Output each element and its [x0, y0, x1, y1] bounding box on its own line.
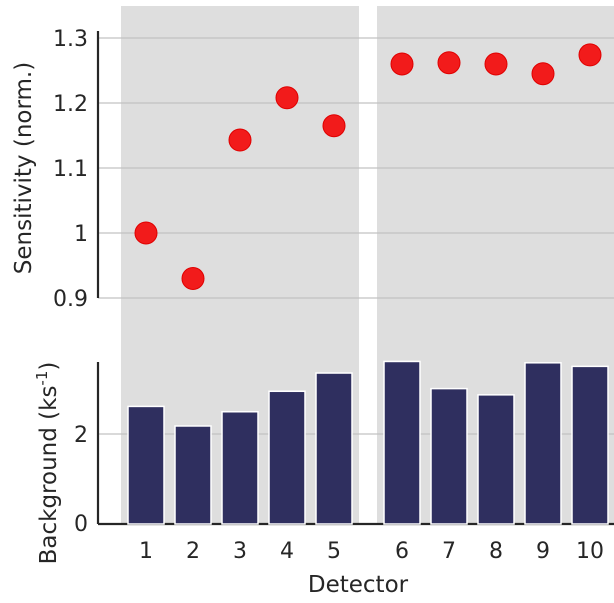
- background-axis-label-superscript: -1: [33, 371, 51, 386]
- x-tick-label-6: 6: [395, 539, 409, 564]
- sensitivity-point-4: [275, 86, 299, 110]
- sensitivity-point-10: [578, 43, 602, 67]
- x-tick-label-5: 5: [327, 539, 341, 564]
- tick-labels: 0.9 1 1.1 1.2 1.3 0 2 1 2 3 4 5 6 7 8 9 10: [53, 27, 604, 564]
- x-tick-label-2: 2: [186, 539, 200, 564]
- sensitivity-point-8: [484, 52, 508, 76]
- sensitivity-axis-label: Sensitivity (norm.): [11, 62, 37, 274]
- background-axis-label-main: Background (ks: [36, 386, 62, 565]
- sensitivity-point-2: [181, 267, 205, 290]
- sensitivity-point-6: [390, 52, 414, 76]
- sensitivity-y-tick-label: 0.9: [53, 287, 88, 312]
- background-bar-4: [268, 390, 306, 525]
- background-y-tick-label: 2: [74, 423, 88, 448]
- background-bar-5: [315, 372, 353, 525]
- background-bar-6: [383, 360, 421, 525]
- sensitivity-point-9: [531, 62, 555, 86]
- background-bar-9: [524, 362, 562, 525]
- sensitivity-point-5: [322, 114, 346, 138]
- background-bars: [127, 360, 609, 525]
- sensitivity-point-3: [228, 128, 252, 152]
- sensitivity-y-tick-label: 1.1: [53, 157, 88, 182]
- x-tick-label-1: 1: [139, 539, 153, 564]
- x-tick-label-7: 7: [442, 539, 456, 564]
- background-bar-7: [430, 387, 468, 525]
- background-bar-3: [221, 411, 259, 525]
- sensitivity-point-7: [437, 51, 461, 75]
- x-tick-label-3: 3: [233, 539, 247, 564]
- x-tick-label-10: 10: [576, 539, 604, 564]
- x-tick-label-9: 9: [536, 539, 550, 564]
- background-axis-label: Background (ks-1): [33, 362, 62, 565]
- background-axis-label-end: ): [36, 362, 62, 371]
- background-bar-1: [127, 405, 165, 525]
- x-tick-label-8: 8: [489, 539, 503, 564]
- sensitivity-points: [134, 43, 602, 290]
- sensitivity-y-tick-label: 1: [74, 222, 88, 247]
- background-y-tick-label: 0: [74, 512, 88, 537]
- background-bar-10: [571, 365, 609, 525]
- sensitivity-y-tick-label: 1.3: [53, 27, 88, 52]
- background-bar-8: [477, 394, 515, 525]
- sensitivity-point-1: [134, 221, 158, 245]
- sensitivity-y-tick-label: 1.2: [53, 92, 88, 117]
- x-axis-label: Detector: [308, 572, 409, 598]
- x-tick-label-4: 4: [280, 539, 294, 564]
- background-bar-2: [174, 425, 212, 525]
